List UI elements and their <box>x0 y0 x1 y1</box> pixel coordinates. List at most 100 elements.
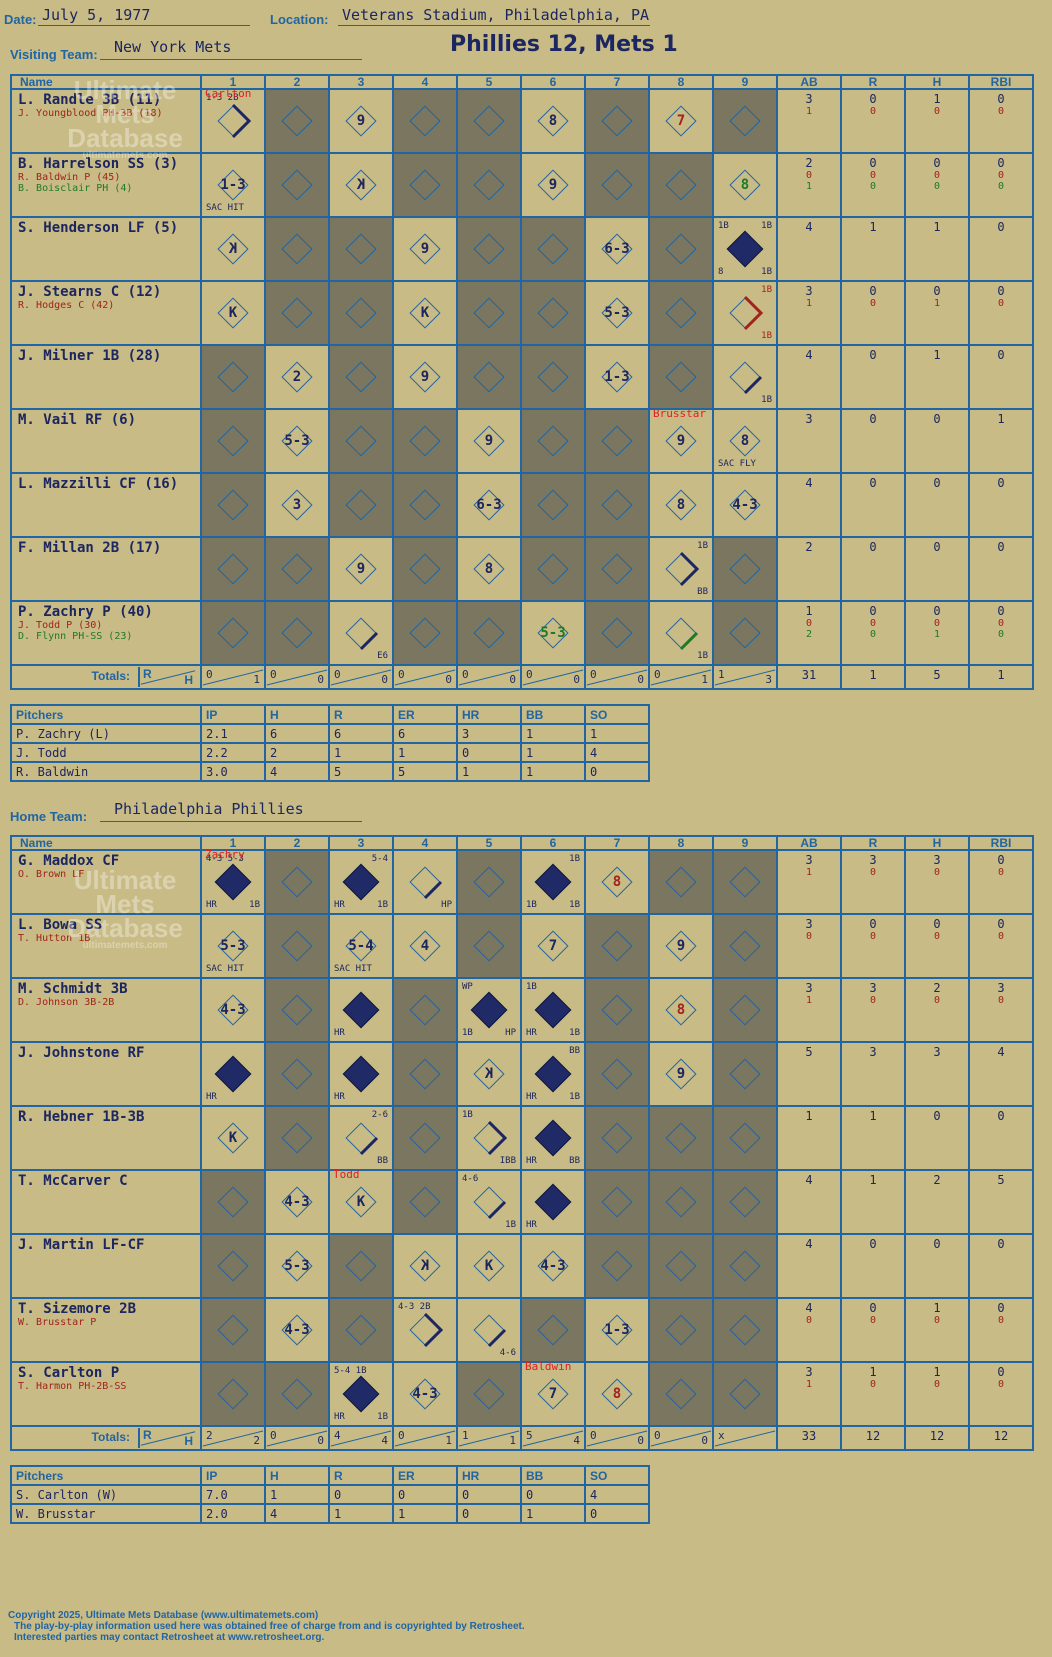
inning-hits: 0 <box>637 673 644 686</box>
play-note: HR <box>526 1156 537 1166</box>
play-note: HR <box>526 1028 537 1038</box>
play-cell-inning-2 <box>264 1041 330 1107</box>
stat-value: 0 <box>933 917 941 931</box>
base-diamond <box>217 1250 249 1282</box>
visiting-team-label: Visiting Team: <box>10 47 98 62</box>
hits-cell: 0 <box>904 1233 970 1299</box>
stat-value: 0 <box>869 1237 877 1251</box>
play-cell-inning-2 <box>264 88 330 154</box>
run-scored-diamond <box>214 863 252 901</box>
play-note: 8 <box>718 267 724 277</box>
stat-value: 0 <box>869 1301 877 1315</box>
play-cell-inning-4 <box>392 408 458 474</box>
base-diamond <box>665 1186 697 1218</box>
total-rbi: 12 <box>968 1425 1034 1451</box>
play-cell-inning-2 <box>264 977 330 1043</box>
stat-value: 0 <box>997 618 1005 629</box>
base-diamond <box>473 169 505 201</box>
base-diamond <box>345 361 377 393</box>
play-cell-inning-9: 1B 1B 8 1B <box>712 216 778 282</box>
stat-value: 1 <box>933 220 941 234</box>
pitchers-header-row: Pitchers IP H R ER HR BB SO <box>10 704 650 725</box>
inning-hits: 0 <box>445 673 452 686</box>
play-cell-inning-8 <box>648 1297 714 1363</box>
basepath-line <box>743 375 763 395</box>
play-result: K <box>484 1258 494 1274</box>
pitcher-row: S. Carlton (W) 7.0 1 0 0 0 0 4 <box>10 1484 650 1505</box>
play-cell-inning-1: 1-3 2B Carlton <box>200 87 266 154</box>
col-inning-2-header: 2 <box>264 74 330 90</box>
substitute-name: R. Hodges C (42) <box>18 300 115 311</box>
pitcher-stat: 6 <box>264 723 330 744</box>
stat-value: 1 <box>869 1109 877 1123</box>
play-cell-inning-8 <box>648 344 714 410</box>
base-diamond <box>473 297 505 329</box>
stat-value: 0 <box>997 156 1005 170</box>
pitchers-col-bb: BB <box>520 1465 586 1486</box>
play-cell-inning-5: 1B IBB <box>456 1105 522 1171</box>
play-cell-inning-1: K <box>200 280 266 346</box>
pitchers-col-hr: HR <box>456 704 522 725</box>
basepath-line <box>359 1136 379 1156</box>
play-cell-inning-8 <box>648 152 714 218</box>
play-cell-inning-7 <box>584 472 650 538</box>
stat-value: 0 <box>997 931 1005 942</box>
stat-value: 0 <box>933 1237 941 1251</box>
at-bats-cell: 1 <box>776 1105 842 1171</box>
inning-runs: 0 <box>398 1429 405 1442</box>
play-note: 5-4 1B <box>334 1366 367 1376</box>
play-cell-inning-3: 9 <box>328 536 394 602</box>
watermark-logo-visitors: Ultimate Mets Database ultimatemets.com <box>67 75 183 161</box>
pitcher-stat: 1 <box>392 742 458 763</box>
stat-value: 4 <box>805 348 813 362</box>
base-diamond <box>281 105 313 137</box>
play-result: 6-3 <box>476 497 502 513</box>
play-cell-inning-5 <box>456 1361 522 1427</box>
stat-value: 0 <box>869 1315 877 1326</box>
play-cell-inning-6: 5-3 <box>520 600 586 666</box>
play-note: 4-6 <box>499 1348 516 1358</box>
play-cell-inning-7: 8 <box>584 1361 650 1427</box>
stat-value: 1 <box>805 867 813 878</box>
batter-cell: G. Maddox CF O. Brown LF <box>10 849 202 915</box>
basepath-line <box>679 551 700 587</box>
stat-value: 0 <box>997 298 1005 309</box>
play-cell-inning-6: 4-3 <box>520 1233 586 1299</box>
at-bats-cell: 4 <box>776 472 842 538</box>
play-result: K <box>420 305 430 321</box>
play-cell-inning-3: 5-4 1B HR 1B <box>328 1361 394 1427</box>
run-scored-diamond <box>726 230 764 268</box>
basepath-line <box>423 880 443 900</box>
stat-value: 3 <box>805 853 813 867</box>
substitute-name: O. Brown LF <box>18 869 85 880</box>
batter-name: S. Henderson LF (5) <box>18 220 179 236</box>
runs-cell: 0 <box>840 1233 906 1299</box>
play-cell-inning-7 <box>584 977 650 1043</box>
inning-hits: 0 <box>637 1434 644 1447</box>
runs-cell: 0 <box>840 472 906 538</box>
stat-value: 4 <box>805 1237 813 1251</box>
inning-runs: 0 <box>590 668 597 681</box>
stat-value: 3 <box>869 1045 877 1059</box>
play-note: HP <box>505 1028 516 1038</box>
run-scored-diamond <box>342 1055 380 1093</box>
play-cell-inning-3: 5-4 HR 1B <box>328 849 394 915</box>
pitcher-stat: 1 <box>584 723 650 744</box>
col-name-header: Name <box>10 74 202 90</box>
play-cell-inning-9 <box>712 913 778 979</box>
total-runs: 12 <box>840 1425 906 1451</box>
visitors-pitchers-table: Pitchers IP H R ER HR BB SO P. Zachry (L) 2.1 6 6 6 3… <box>10 704 650 782</box>
base-diamond <box>729 105 761 137</box>
play-cell-inning-3 <box>328 344 394 410</box>
play-cell-inning-5 <box>456 216 522 282</box>
